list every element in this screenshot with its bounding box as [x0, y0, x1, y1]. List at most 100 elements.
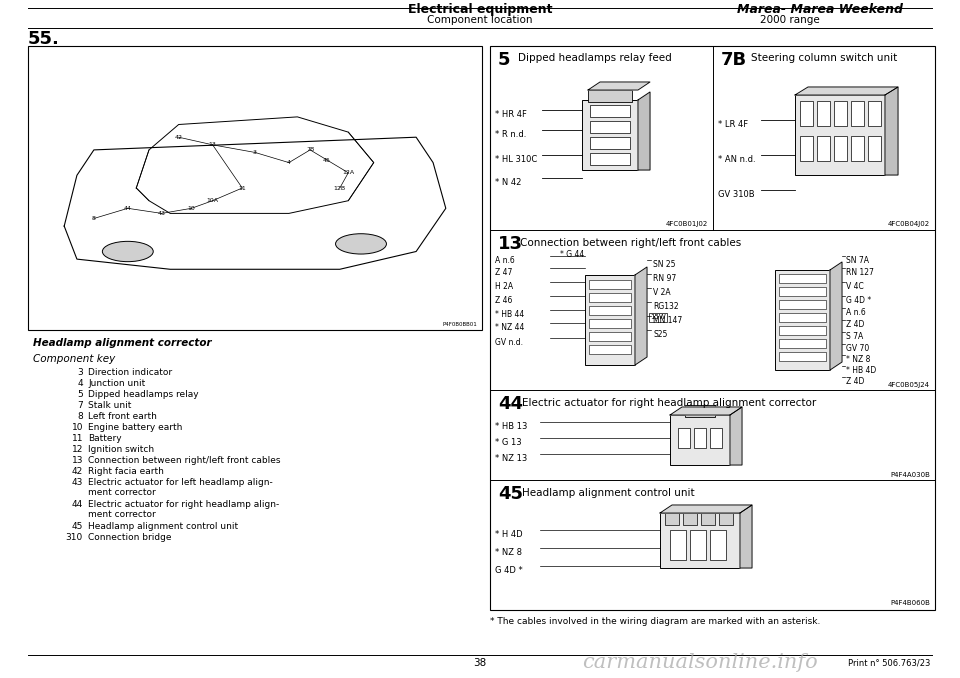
Text: Headlamp alignment control unit: Headlamp alignment control unit [522, 488, 695, 498]
Bar [589, 306, 631, 315]
Polygon shape [740, 505, 752, 568]
Bar [851, 101, 864, 126]
Polygon shape [660, 505, 752, 513]
Text: * AN n.d.: * AN n.d. [718, 155, 756, 164]
Text: * G 13: * G 13 [495, 438, 521, 447]
Text: * N 42: * N 42 [495, 178, 521, 187]
Text: Electric actuator for right headlamp align-
ment corrector: Electric actuator for right headlamp ali… [88, 500, 279, 519]
Bar [589, 280, 631, 289]
Text: H 2A: H 2A [495, 282, 514, 291]
Text: 44: 44 [498, 395, 523, 413]
Text: 10: 10 [71, 423, 83, 432]
Text: Electric actuator for left headlamp align-
ment corrector: Electric actuator for left headlamp alig… [88, 478, 273, 498]
Text: Dipped headlamps relay feed: Dipped headlamps relay feed [518, 53, 672, 63]
Text: * NZ 8: * NZ 8 [846, 355, 871, 364]
Text: Marea- Marea Weekend: Marea- Marea Weekend [737, 3, 903, 16]
Text: Steering column switch unit: Steering column switch unit [751, 53, 898, 63]
Polygon shape [635, 267, 647, 365]
Text: A n.6: A n.6 [495, 256, 515, 265]
Text: 44: 44 [124, 206, 132, 211]
Bar [582, 100, 638, 170]
Bar [701, 513, 715, 525]
Bar [660, 513, 740, 568]
Bar [590, 137, 630, 149]
Text: Dipped headlamps relay: Dipped headlamps relay [88, 390, 199, 399]
Text: 4FC0B04J02: 4FC0B04J02 [888, 221, 930, 227]
Text: Print n° 506.763/23: Print n° 506.763/23 [848, 658, 930, 667]
Text: 42: 42 [72, 467, 83, 476]
Bar [670, 530, 686, 560]
Text: Component key: Component key [33, 354, 115, 364]
Bar [28, 46, 482, 330]
Text: 5: 5 [77, 390, 83, 399]
Text: * R n.d.: * R n.d. [495, 130, 526, 139]
Text: Component location: Component location [427, 15, 533, 25]
Ellipse shape [103, 241, 154, 262]
Text: 42: 42 [175, 135, 182, 140]
Text: 10: 10 [187, 206, 195, 211]
Text: 8: 8 [92, 216, 96, 221]
Text: 45: 45 [498, 485, 523, 503]
Bar [779, 313, 826, 322]
Text: RG132: RG132 [653, 302, 679, 311]
Polygon shape [885, 87, 898, 175]
Text: S 7A: S 7A [846, 332, 863, 341]
Text: Electrical equipment: Electrical equipment [408, 3, 552, 16]
Text: 13: 13 [208, 142, 217, 147]
Text: RN 97: RN 97 [653, 274, 676, 283]
Bar [585, 275, 635, 365]
Bar [670, 415, 730, 465]
Text: G 4D *: G 4D * [495, 566, 523, 575]
Bar [779, 352, 826, 361]
Bar [800, 101, 813, 126]
Text: 3: 3 [253, 150, 257, 155]
Text: * HB 13: * HB 13 [495, 422, 527, 431]
Bar [589, 319, 631, 328]
Text: Connection bridge: Connection bridge [88, 533, 172, 542]
Text: 43: 43 [157, 211, 166, 216]
Text: Z 4D: Z 4D [846, 320, 864, 329]
Text: MN 147: MN 147 [653, 316, 683, 325]
Text: SN 25: SN 25 [653, 260, 676, 269]
Text: 8: 8 [77, 412, 83, 421]
Bar [665, 513, 679, 525]
Text: 4: 4 [287, 160, 291, 165]
Text: * NZ 44: * NZ 44 [495, 323, 524, 332]
Text: 4FC0B05J24: 4FC0B05J24 [888, 382, 930, 388]
Bar [690, 530, 706, 560]
Text: Engine battery earth: Engine battery earth [88, 423, 182, 432]
Text: 15W: 15W [650, 314, 665, 320]
Bar [779, 339, 826, 348]
Text: * HR 4F: * HR 4F [495, 110, 527, 119]
Text: 55.: 55. [28, 30, 60, 48]
Text: Ignition switch: Ignition switch [88, 445, 155, 454]
Text: SN 7A: SN 7A [846, 256, 869, 265]
Text: carmanualsonline.info: carmanualsonline.info [582, 653, 818, 672]
Bar [683, 513, 697, 525]
Bar [834, 101, 847, 126]
Bar [589, 293, 631, 302]
Bar [719, 513, 733, 525]
Text: Left front earth: Left front earth [88, 412, 156, 421]
Bar [589, 345, 631, 354]
Bar [851, 136, 864, 161]
Polygon shape [730, 407, 742, 465]
Bar [817, 101, 830, 126]
Bar [779, 274, 826, 283]
Text: 10A: 10A [206, 198, 219, 203]
Text: 13: 13 [71, 456, 83, 465]
Text: * The cables involved in the wiring diagram are marked with an asterisk.: * The cables involved in the wiring diag… [490, 617, 821, 626]
Text: * HB 44: * HB 44 [495, 310, 524, 319]
Bar [779, 326, 826, 335]
Text: V 4C: V 4C [846, 282, 864, 291]
Text: 12A: 12A [342, 170, 354, 175]
Polygon shape [670, 407, 742, 415]
Text: 310: 310 [65, 533, 83, 542]
Text: Junction unit: Junction unit [88, 379, 145, 388]
Bar [868, 101, 881, 126]
Polygon shape [795, 87, 898, 95]
Bar [490, 46, 935, 610]
Bar [649, 313, 667, 322]
Bar [694, 428, 706, 448]
Text: 44: 44 [72, 500, 83, 509]
